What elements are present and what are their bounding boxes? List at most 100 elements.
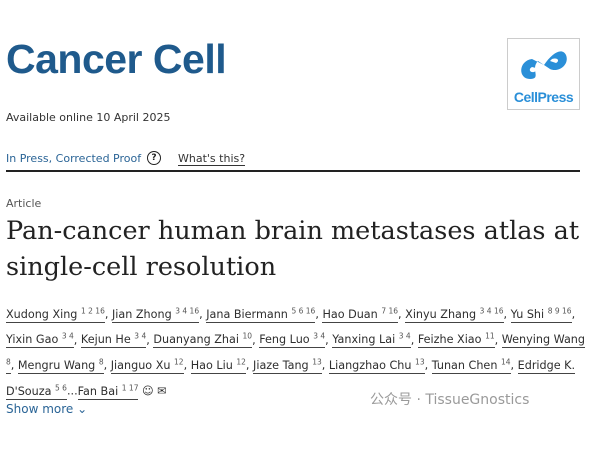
journal-title[interactable]: Cancer Cell <box>6 36 227 82</box>
author-link[interactable]: Yanxing Lai 3 4 <box>332 331 411 349</box>
author-affiliation: 3 4 <box>134 331 147 341</box>
help-icon[interactable]: ? <box>147 151 161 165</box>
author-name: Xinyu Zhang <box>405 307 477 321</box>
author-separator: , <box>183 359 191 373</box>
author-separator: , <box>252 333 260 347</box>
article-status: In Press, Corrected Proof <box>6 152 142 165</box>
author-name: Jiaze Tang <box>253 359 309 373</box>
author-link[interactable]: Tunan Chen 14 <box>431 357 511 375</box>
author-separator: , <box>571 307 576 321</box>
author-affiliation: 5 6 16 <box>291 306 316 315</box>
author-link[interactable]: Fan Bai 1 17 <box>77 383 139 400</box>
author-link[interactable]: Duanyang Zhai 10 <box>153 331 253 349</box>
author-affiliation: 1 17 <box>121 383 139 393</box>
author-name: Tunan Chen <box>431 359 498 373</box>
author-affiliation: 14 <box>500 357 511 367</box>
author-link[interactable]: Yixin Gao 3 4 <box>6 331 74 349</box>
author-link[interactable]: Xinyu Zhang 3 4 16 <box>405 306 504 323</box>
author-separator: , <box>321 359 329 373</box>
author-separator: , <box>104 307 112 321</box>
author-separator: , <box>199 307 207 321</box>
author-name: Hao Duan <box>322 307 378 321</box>
author-link[interactable]: Jianguo Xu 12 <box>110 357 184 375</box>
author-link[interactable]: Jian Zhong 3 4 16 <box>111 306 200 323</box>
author-name: Jianguo Xu <box>110 359 171 373</box>
author-affiliation: 10 <box>242 331 253 341</box>
author-name: Liangzhao Chu <box>328 359 412 373</box>
author-separator: , <box>73 333 81 347</box>
author-separator: , <box>146 333 154 347</box>
author-separator: ... <box>66 384 78 398</box>
chevron-down-icon: ⌄ <box>77 402 88 416</box>
author-link[interactable]: Mengru Wang 8 <box>17 357 104 375</box>
author-list: Xudong Xing 1 2 16, Jian Zhong 3 4 16, J… <box>6 300 586 403</box>
author-affiliation: 13 <box>312 357 322 367</box>
cellpress-logo-text: CellPress <box>513 89 574 105</box>
divider <box>6 170 580 172</box>
author-name: Kejun He <box>80 333 131 347</box>
author-separator: , <box>410 333 418 347</box>
author-link[interactable]: Hao Duan 7 16 <box>322 306 399 323</box>
watermark: 公众号 · TissueGnostics <box>370 392 530 408</box>
person-icon[interactable]: ☺ <box>142 384 154 398</box>
author-link[interactable]: Liangzhao Chu 13 <box>328 357 425 375</box>
author-link[interactable]: Feizhe Xiao 11 <box>417 331 495 349</box>
author-name: Jana Biermann <box>206 307 288 321</box>
author-affiliation: 13 <box>415 357 425 367</box>
author-name: Mengru Wang <box>17 359 96 373</box>
author-separator: , <box>398 307 406 321</box>
cellpress-logo[interactable]: CellPress <box>507 38 580 110</box>
author-affiliation: 3 4 <box>61 331 74 341</box>
author-link[interactable]: Jana Biermann 5 6 16 <box>206 306 316 323</box>
available-online-date: Available online 10 April 2025 <box>6 111 171 124</box>
author-affiliation: 3 4 <box>398 331 411 341</box>
author-affiliation: 3 4 16 <box>479 306 504 315</box>
author-separator: , <box>103 359 111 373</box>
author-affiliation: 3 4 16 <box>175 306 200 315</box>
author-link[interactable]: Kejun He 3 4 <box>80 331 147 349</box>
author-name: Yanxing Lai <box>332 333 396 347</box>
author-separator: , <box>315 307 323 321</box>
author-affiliation: 8 <box>98 357 104 367</box>
author-name: Yu Shi <box>510 307 545 321</box>
author-affiliation: 12 <box>236 357 246 367</box>
author-affiliation: 11 <box>485 331 495 341</box>
author-affiliation: 1 2 16 <box>80 306 105 315</box>
author-name: Fan Bai <box>77 384 119 398</box>
author-affiliation: 8 <box>6 357 11 367</box>
article-type: Article <box>6 197 42 210</box>
author-name: Feng Luo <box>259 333 310 347</box>
author-affiliation: 12 <box>174 357 184 367</box>
author-separator: , <box>494 333 502 347</box>
author-name: Wenying Wang <box>501 333 585 347</box>
author-link[interactable]: Edridge K. D'Souza 5 6 <box>6 359 576 400</box>
author-separator: , <box>503 307 511 321</box>
author-name: Xudong Xing <box>6 307 78 321</box>
author-link[interactable]: Feng Luo 3 4 <box>259 331 326 349</box>
envelope-icon[interactable]: ✉ <box>157 384 167 398</box>
author-separator: , <box>510 359 518 373</box>
whats-this-link[interactable]: What's this? <box>178 152 246 166</box>
author-name: Jian Zhong <box>111 307 172 321</box>
author-affiliation: 5 6 <box>55 383 67 393</box>
cellpress-logo-icon <box>521 51 567 79</box>
show-more-label: Show more <box>6 402 74 416</box>
author-affiliation: 7 16 <box>381 306 399 315</box>
author-link[interactable]: Wenying Wang 8 <box>6 333 585 375</box>
show-more-button[interactable]: Show more ⌄ <box>6 402 87 416</box>
author-separator: , <box>424 359 432 373</box>
author-link[interactable]: Jiaze Tang 13 <box>253 357 322 375</box>
author-separator: , <box>10 359 18 373</box>
author-name: Feizhe Xiao <box>417 333 482 347</box>
author-separator: , <box>325 333 333 347</box>
author-link[interactable]: Yu Shi 8 9 16 <box>510 306 572 323</box>
author-name: Edridge K. D'Souza <box>6 359 576 398</box>
author-link[interactable]: Xudong Xing 1 2 16 <box>6 306 105 323</box>
author-name: Hao Liu <box>190 359 233 373</box>
author-link[interactable]: Hao Liu 12 <box>190 357 246 375</box>
author-affiliation: 3 4 <box>313 331 326 341</box>
author-affiliation: 8 9 16 <box>547 306 572 315</box>
author-separator: , <box>245 359 254 373</box>
author-name: Duanyang Zhai <box>153 333 239 347</box>
author-name: Yixin Gao <box>6 333 59 347</box>
